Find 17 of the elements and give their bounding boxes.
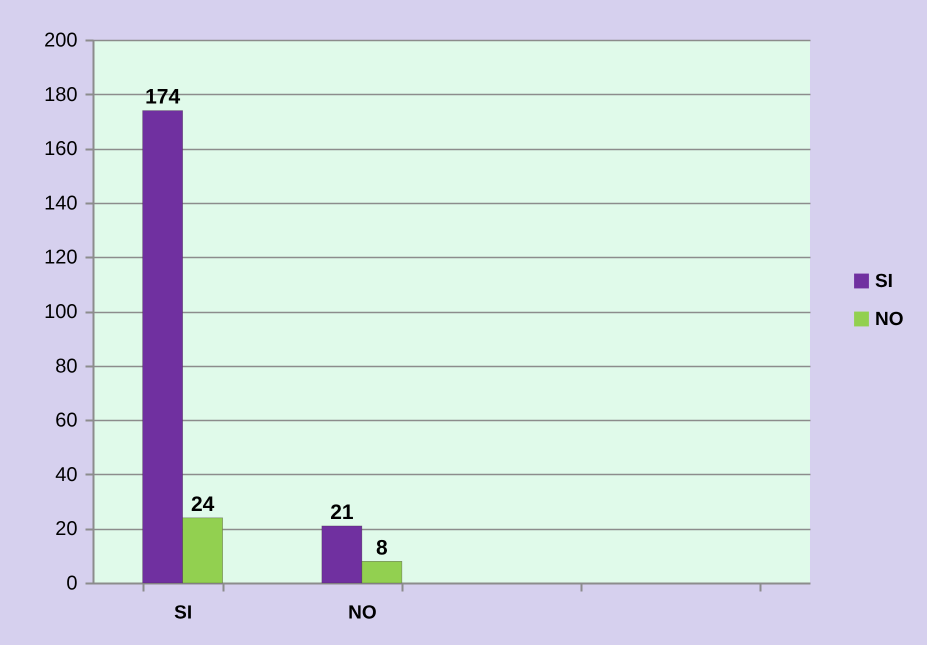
y-tick-label: 120 xyxy=(44,246,78,269)
data-label: 8 xyxy=(376,536,388,560)
y-tick-label: 160 xyxy=(44,138,78,160)
y-tick-label: 100 xyxy=(44,301,78,323)
legend-label: SI xyxy=(875,271,893,292)
data-label: 24 xyxy=(190,492,215,516)
legend-label: NO xyxy=(875,309,904,330)
y-tick-label: 60 xyxy=(55,410,78,432)
y-tick-label: 0 xyxy=(66,572,78,594)
data-label: 21 xyxy=(330,500,354,524)
y-tick-label: 20 xyxy=(55,518,78,540)
y-tick-label: 140 xyxy=(44,192,78,214)
y-tick-label: 200 xyxy=(44,30,78,52)
y-tick-label: 180 xyxy=(44,84,78,106)
data-label: 174 xyxy=(145,86,180,109)
y-tick-label: 80 xyxy=(55,355,78,378)
y-tick-label: 40 xyxy=(55,464,78,486)
